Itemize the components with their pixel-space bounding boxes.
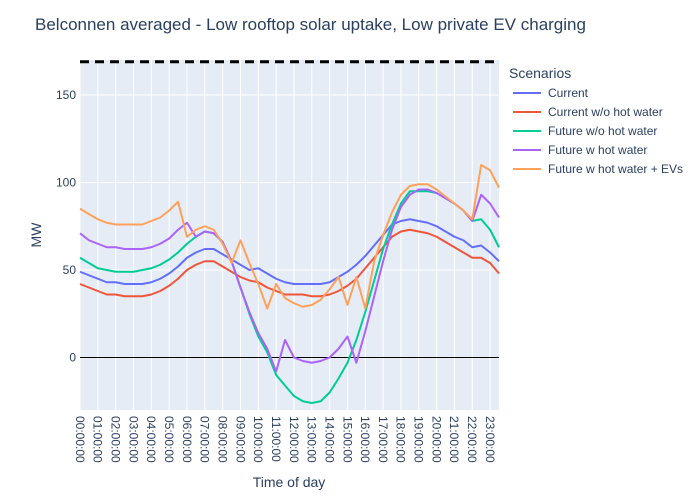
x-tick-label: 20:00:00 <box>429 416 443 463</box>
series-line-future-w-hot-water-evs <box>79 164 500 310</box>
x-tick-label: 01:00:00 <box>91 416 105 463</box>
legend-item-current[interactable]: Current <box>513 86 589 100</box>
legend-title: Scenarios <box>509 65 571 81</box>
x-tick-labels: 00:00:00 01:00:00 02:00:00 03:00:00 04:00:00… <box>73 416 497 463</box>
legend-item-future-w-hot-water[interactable]: Future w hot water <box>513 143 647 157</box>
chart-title: Belconnen averaged - Low rooftop solar u… <box>35 15 586 34</box>
legend-item-future-w-hot-water-evs[interactable]: Future w hot water + EVs <box>513 162 683 176</box>
legend-label: Future w hot water + EVs <box>548 162 683 176</box>
x-tick-label: 09:00:00 <box>233 416 247 463</box>
x-tick-label: 17:00:00 <box>376 416 390 463</box>
x-tick-label: 16:00:00 <box>358 416 372 463</box>
x-axis-title: Time of day <box>253 474 326 490</box>
x-tick-label: 19:00:00 <box>412 416 426 463</box>
y-tick-labels: 0 50 100 150 <box>56 88 76 365</box>
x-tick-label: 22:00:00 <box>465 416 479 463</box>
y-tick-label: 150 <box>56 88 76 102</box>
y-tick-label: 50 <box>63 263 77 277</box>
x-tick-label: 23:00:00 <box>483 416 497 463</box>
x-tick-label: 14:00:00 <box>322 416 336 463</box>
x-tick-label: 05:00:00 <box>162 416 176 463</box>
legend-label: Current <box>548 86 589 100</box>
x-tick-label: 21:00:00 <box>447 416 461 463</box>
x-tick-label: 11:00:00 <box>269 416 283 462</box>
y-tick-label: 0 <box>69 351 76 365</box>
x-tick-label: 18:00:00 <box>394 416 408 463</box>
legend-label: Future w/o hot water <box>548 124 657 138</box>
x-tick-label: 10:00:00 <box>251 416 265 463</box>
series-lines <box>79 164 500 404</box>
x-tick-label: 02:00:00 <box>108 416 122 463</box>
x-tick-label: 08:00:00 <box>215 416 229 463</box>
legend[interactable]: Scenarios Current Current w/o hot water Fu… <box>509 65 683 176</box>
x-tick-label: 03:00:00 <box>126 416 140 463</box>
x-tick-label: 00:00:00 <box>73 416 87 463</box>
x-tick-label: 15:00:00 <box>340 416 354 463</box>
series-line-future-w-hot-water <box>79 188 500 373</box>
x-tick-label: 04:00:00 <box>144 416 158 463</box>
legend-label: Current w/o hot water <box>548 105 663 119</box>
legend-label: Future w hot water <box>548 143 647 157</box>
x-tick-label: 06:00:00 <box>180 416 194 463</box>
y-tick-label: 100 <box>56 176 76 190</box>
x-tick-label: 12:00:00 <box>287 416 301 463</box>
series-line-future-w-o-hot-water <box>79 190 500 404</box>
legend-item-future-w-o-hot-water[interactable]: Future w/o hot water <box>513 124 657 138</box>
plot-area <box>80 60 499 410</box>
x-tick-label: 13:00:00 <box>305 416 319 463</box>
series-line-current <box>79 218 500 285</box>
y-axis-title: MW <box>28 222 44 248</box>
series-line-current-w-o-hot-water <box>79 228 500 298</box>
legend-item-current-w-o-hot-water[interactable]: Current w/o hot water <box>513 105 663 119</box>
x-tick-label: 07:00:00 <box>198 416 212 463</box>
